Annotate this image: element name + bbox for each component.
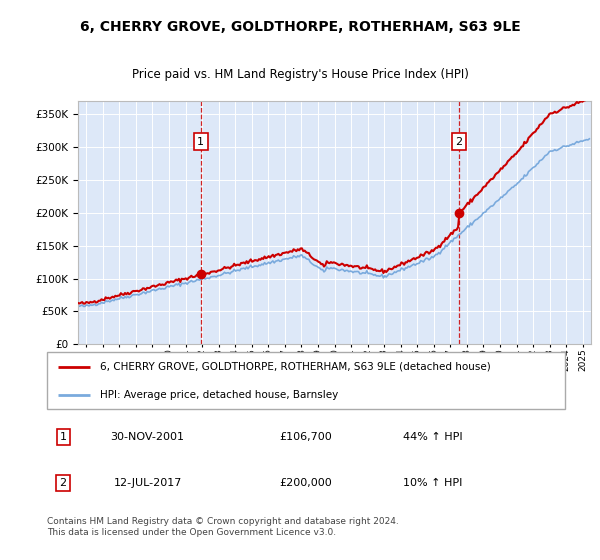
Text: £106,700: £106,700 (280, 432, 332, 442)
Text: 2: 2 (59, 478, 67, 488)
Text: Contains HM Land Registry data © Crown copyright and database right 2024.
This d: Contains HM Land Registry data © Crown c… (47, 517, 399, 536)
Text: HPI: Average price, detached house, Barnsley: HPI: Average price, detached house, Barn… (100, 390, 338, 400)
Text: 1: 1 (197, 137, 204, 147)
Text: 1: 1 (59, 432, 67, 442)
Text: 2: 2 (455, 137, 463, 147)
Text: 30-NOV-2001: 30-NOV-2001 (110, 432, 185, 442)
Text: 6, CHERRY GROVE, GOLDTHORPE, ROTHERHAM, S63 9LE: 6, CHERRY GROVE, GOLDTHORPE, ROTHERHAM, … (80, 20, 520, 34)
Text: £200,000: £200,000 (280, 478, 332, 488)
FancyBboxPatch shape (47, 352, 565, 409)
Text: Price paid vs. HM Land Registry's House Price Index (HPI): Price paid vs. HM Land Registry's House … (131, 68, 469, 81)
Text: 10% ↑ HPI: 10% ↑ HPI (403, 478, 463, 488)
Text: 6, CHERRY GROVE, GOLDTHORPE, ROTHERHAM, S63 9LE (detached house): 6, CHERRY GROVE, GOLDTHORPE, ROTHERHAM, … (100, 362, 491, 372)
Text: 44% ↑ HPI: 44% ↑ HPI (403, 432, 463, 442)
Text: 12-JUL-2017: 12-JUL-2017 (113, 478, 182, 488)
